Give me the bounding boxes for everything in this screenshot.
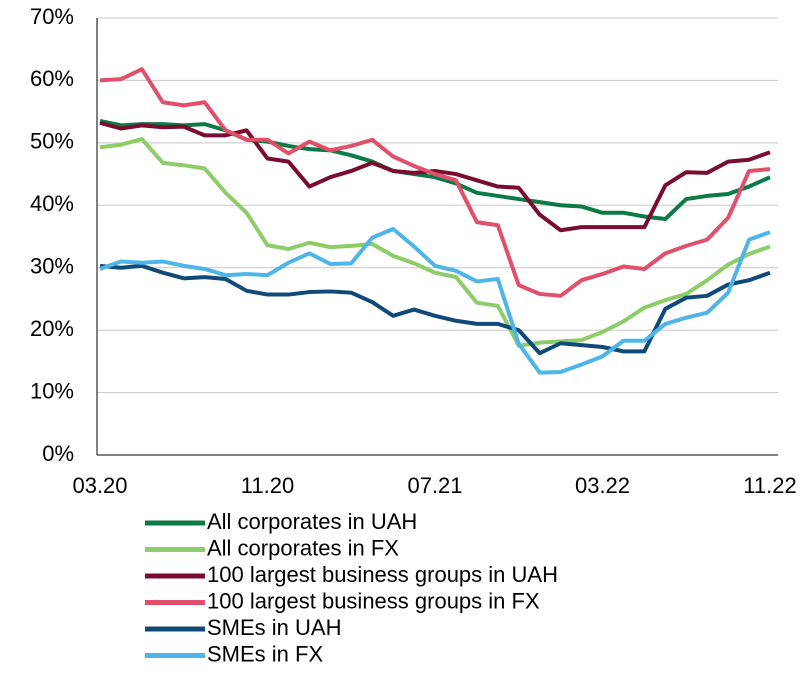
legend-label: All corporates in UAH — [207, 509, 417, 534]
y-tick-label: 10% — [30, 378, 74, 403]
series-line — [99, 263, 771, 356]
y-tick-label: 0% — [42, 441, 74, 466]
y-tick-label: 60% — [30, 66, 74, 91]
series-line — [99, 137, 771, 348]
y-tick-label: 20% — [30, 316, 74, 341]
series-line — [99, 227, 771, 375]
legend-label: 100 largest business groups in FX — [207, 588, 540, 613]
x-tick-label: 11.22 — [743, 473, 796, 498]
series-line — [99, 120, 771, 233]
legend-label: 100 largest business groups in UAH — [207, 562, 558, 587]
legend-label: SMEs in FX — [207, 641, 323, 666]
y-tick-label: 30% — [30, 254, 74, 279]
y-tick-label: 70% — [30, 4, 74, 29]
legend-label: SMEs in UAH — [207, 615, 341, 640]
y-tick-label: 50% — [30, 129, 74, 154]
x-tick-label: 03.20 — [72, 473, 127, 498]
x-tick-label: 07.21 — [407, 473, 462, 498]
x-tick-label: 03.22 — [575, 473, 630, 498]
series-line — [99, 67, 771, 298]
x-tick-label: 11.20 — [241, 473, 294, 498]
legend-label: All corporates in FX — [207, 535, 399, 560]
y-tick-label: 40% — [30, 191, 74, 216]
series-line — [99, 119, 771, 222]
